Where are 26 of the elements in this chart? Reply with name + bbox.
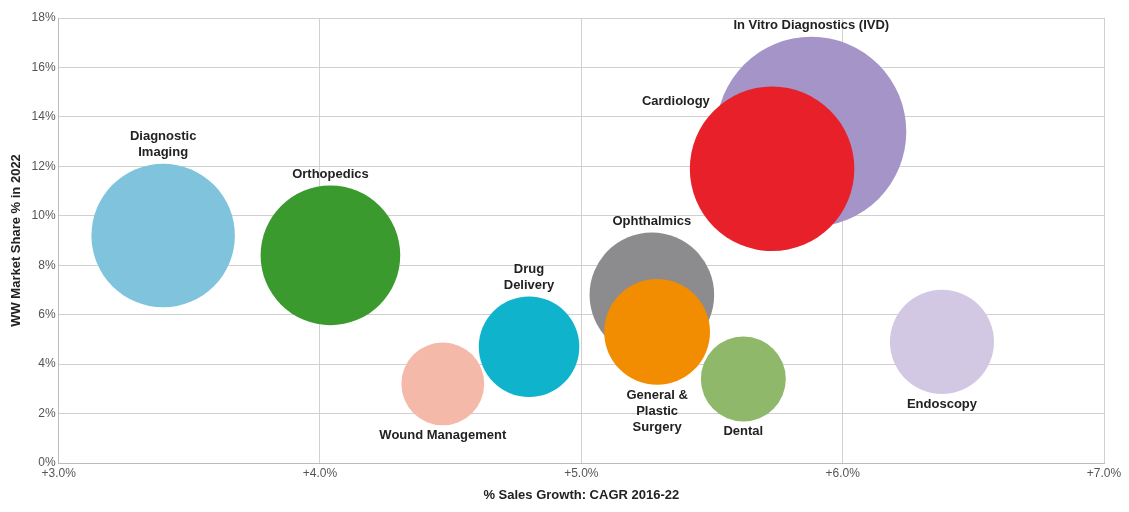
x-axis-title: % Sales Growth: CAGR 2016-22 [483,486,680,502]
series-label: Dental [723,423,764,439]
y-tick-label: 18% [31,10,56,25]
series-label: In Vitro Diagnostics (IVD) [733,16,890,32]
x-tick-label: +7.0% [1086,465,1122,480]
x-tick-label: +4.0% [302,465,338,480]
series-label: Drug Delivery [503,260,556,292]
series-label: Diagnostic Imaging [129,127,197,159]
series-label: Orthopedics [292,165,369,181]
y-tick-label: 4% [38,356,56,371]
y-axis-title: WW Market Share % in 2022 [8,154,24,327]
y-tick-label: 14% [31,109,56,124]
series-label: General & Plastic Surgery [626,386,688,434]
y-tick-label: 16% [31,59,56,74]
series-label: Wound Management [379,427,507,443]
x-tick-label: +5.0% [564,465,599,480]
y-tick-label: 10% [31,208,56,223]
series-label: Endoscopy [906,395,978,411]
y-tick-label: 6% [38,306,56,321]
x-tick-label: +3.0% [41,465,77,480]
y-tick-label: 12% [31,158,56,173]
series-label: Ophthalmics [612,212,692,228]
series-label: Cardiology [641,92,711,108]
y-tick-label: 2% [38,405,56,420]
y-tick-label: 8% [38,257,56,272]
x-tick-label: +6.0% [825,465,861,480]
